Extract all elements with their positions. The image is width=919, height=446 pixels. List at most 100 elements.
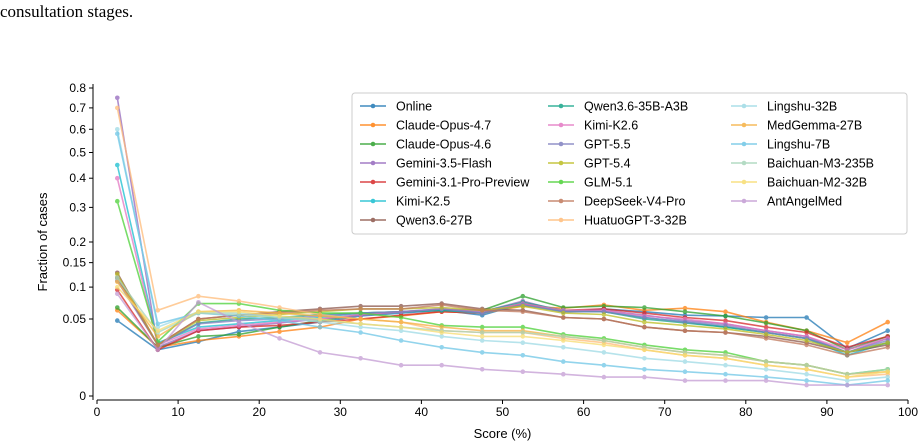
data-point — [398, 338, 404, 343]
data-point — [115, 275, 120, 281]
legend-label: MedGemma-27B — [767, 119, 862, 133]
data-point — [317, 308, 323, 313]
data-point — [723, 330, 728, 335]
x-tick-label: 10 — [171, 405, 185, 419]
legend-label: Online — [396, 100, 432, 114]
series-line — [116, 129, 888, 382]
data-point — [115, 198, 120, 204]
legend-swatch-marker — [370, 103, 376, 109]
data-point — [763, 336, 769, 341]
x-tick-label: 0 — [94, 405, 101, 419]
legend-swatch-marker — [741, 141, 747, 147]
y-tick-label: 0.4 — [69, 171, 86, 185]
data-point — [763, 320, 769, 326]
data-point — [479, 350, 485, 355]
y-tick-label: 0.15 — [63, 256, 87, 270]
legend-swatch-marker — [741, 103, 747, 109]
data-point — [115, 162, 120, 168]
legend-swatch-marker — [558, 160, 564, 166]
data-point — [804, 367, 809, 372]
legend-swatch-marker — [370, 179, 376, 185]
data-point — [844, 378, 850, 383]
data-point — [601, 316, 607, 322]
data-point — [601, 338, 607, 343]
legend-label: Gemini-3.1-Pro-Preview — [396, 176, 530, 190]
data-point — [642, 356, 647, 361]
data-point — [520, 293, 526, 299]
legend-label: Gemini-3.5-Flash — [396, 157, 492, 171]
data-point — [196, 293, 201, 299]
data-point — [358, 321, 363, 327]
y-tick-label: 0.3 — [69, 200, 86, 214]
data-point — [398, 315, 404, 320]
y-tick-label: 0 — [79, 389, 86, 403]
x-tick-label: 40 — [415, 405, 429, 419]
data-point — [885, 374, 890, 380]
data-point — [844, 382, 850, 388]
data-point — [520, 303, 526, 309]
data-point — [601, 350, 607, 355]
legend-label: Lingshu-32B — [767, 100, 837, 114]
data-point — [561, 334, 566, 339]
data-point — [723, 371, 728, 377]
data-point — [642, 305, 647, 310]
data-point — [317, 316, 323, 322]
legend-swatch-marker — [558, 141, 564, 147]
data-point — [885, 382, 890, 388]
legend-item — [548, 198, 574, 204]
data-point — [236, 319, 242, 325]
data-point — [520, 340, 526, 346]
data-point — [277, 323, 282, 328]
legend-label: GPT-5.4 — [584, 157, 631, 171]
data-point — [439, 362, 445, 368]
y-tick-label: 0.1 — [69, 280, 86, 294]
legend-label: GLM-5.1 — [584, 176, 633, 190]
data-point — [520, 334, 526, 339]
data-point — [358, 330, 363, 335]
data-point — [155, 328, 161, 334]
data-point — [398, 319, 404, 325]
legend-swatch-marker — [558, 179, 564, 185]
data-point — [885, 345, 890, 350]
data-point — [115, 279, 120, 285]
data-point — [763, 359, 769, 364]
data-point — [196, 326, 201, 332]
data-point — [439, 324, 445, 330]
data-point — [723, 313, 728, 319]
data-point — [479, 367, 485, 372]
legend-swatch-marker — [370, 217, 376, 223]
data-point — [277, 305, 282, 310]
data-point — [358, 324, 363, 330]
data-point — [439, 330, 445, 335]
series-19 — [115, 291, 890, 388]
data-point — [520, 353, 526, 358]
data-point — [642, 315, 647, 320]
data-point — [682, 305, 688, 311]
data-point — [804, 330, 809, 335]
data-point — [885, 378, 890, 383]
legend-item — [548, 141, 574, 147]
y-tick-label: 0.6 — [69, 122, 86, 136]
data-point — [682, 369, 688, 375]
legend: Online Claude-Opus-4.7 Claude-Opus-4.6 Gemi… — [351, 92, 908, 235]
data-point — [317, 324, 323, 330]
data-point — [115, 318, 120, 323]
data-point — [155, 321, 161, 327]
y-axis-label: Fraction of cases — [35, 192, 50, 291]
data-point — [236, 332, 242, 337]
data-point — [844, 353, 850, 358]
x-axis-label: Score (%) — [474, 426, 532, 441]
data-point — [358, 310, 363, 316]
series-line — [116, 277, 888, 357]
data-point — [236, 323, 242, 328]
y-tick-label: 0.7 — [69, 101, 86, 115]
x-tick-label: 60 — [577, 405, 591, 419]
data-point — [763, 362, 769, 368]
data-point — [115, 105, 120, 111]
data-point — [358, 316, 363, 322]
x-tick-label: 70 — [658, 405, 672, 419]
data-point — [561, 315, 566, 320]
data-point — [561, 345, 566, 350]
data-point — [155, 324, 161, 330]
data-point — [763, 324, 769, 330]
